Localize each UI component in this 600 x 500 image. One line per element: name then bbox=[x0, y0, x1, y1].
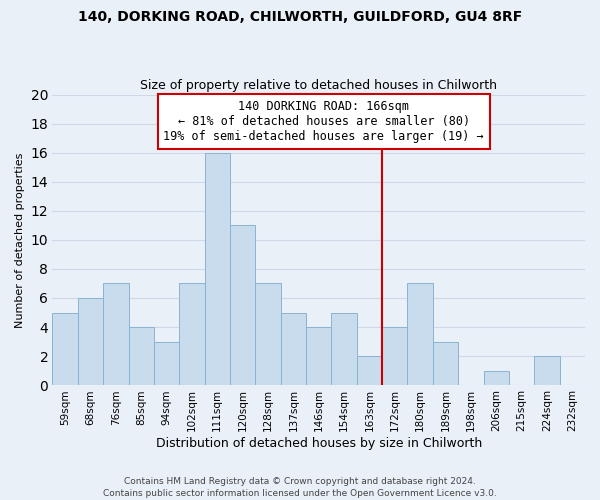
Bar bbox=[179, 284, 205, 385]
Bar bbox=[154, 342, 179, 385]
Bar bbox=[256, 284, 281, 385]
Bar bbox=[128, 327, 154, 385]
Bar bbox=[205, 152, 230, 385]
Title: Size of property relative to detached houses in Chilworth: Size of property relative to detached ho… bbox=[140, 79, 497, 92]
Bar bbox=[407, 284, 433, 385]
Text: Contains HM Land Registry data © Crown copyright and database right 2024.
Contai: Contains HM Land Registry data © Crown c… bbox=[103, 476, 497, 498]
Bar bbox=[331, 312, 357, 385]
Y-axis label: Number of detached properties: Number of detached properties bbox=[15, 152, 25, 328]
Bar bbox=[484, 370, 509, 385]
Bar bbox=[281, 312, 306, 385]
Bar bbox=[534, 356, 560, 385]
Text: 140, DORKING ROAD, CHILWORTH, GUILDFORD, GU4 8RF: 140, DORKING ROAD, CHILWORTH, GUILDFORD,… bbox=[78, 10, 522, 24]
X-axis label: Distribution of detached houses by size in Chilworth: Distribution of detached houses by size … bbox=[155, 437, 482, 450]
Bar bbox=[52, 312, 78, 385]
Bar bbox=[382, 327, 407, 385]
Bar bbox=[103, 284, 128, 385]
Bar bbox=[433, 342, 458, 385]
Bar bbox=[78, 298, 103, 385]
Text: 140 DORKING ROAD: 166sqm
← 81% of detached houses are smaller (80)
19% of semi-d: 140 DORKING ROAD: 166sqm ← 81% of detach… bbox=[163, 100, 484, 144]
Bar bbox=[306, 327, 331, 385]
Bar bbox=[357, 356, 382, 385]
Bar bbox=[230, 226, 256, 385]
